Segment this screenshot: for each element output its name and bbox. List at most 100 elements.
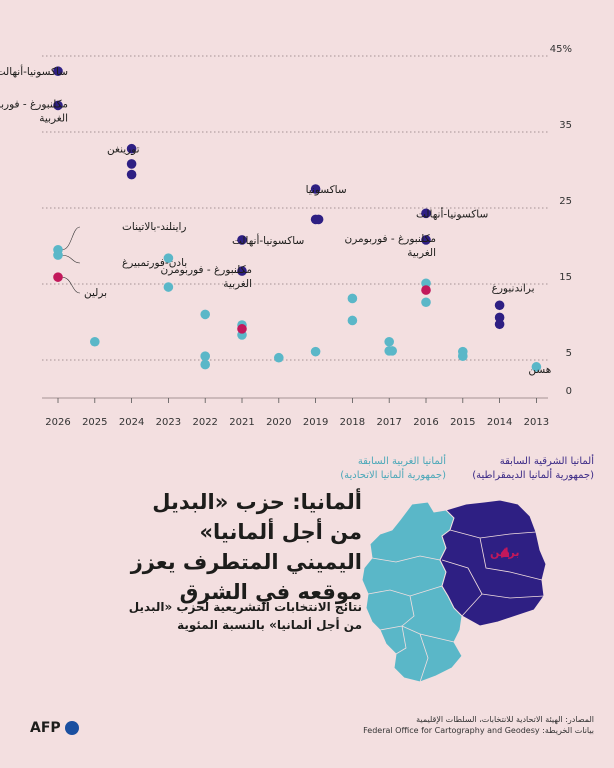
data-point: [347, 293, 358, 304]
x-tick-label: 2014: [487, 417, 512, 428]
page-title: ألمانيا: حزب «البديل من أجل ألمانيا» الي…: [130, 490, 362, 604]
data-point: [387, 346, 398, 356]
data-point: [421, 278, 431, 289]
x-tick-label: 2023: [156, 417, 181, 428]
point-annotation-line2: الغربية: [223, 278, 252, 290]
legend-west-line1: ألمانيا الغربية السابقة: [357, 456, 446, 467]
berlin-map-label: برلين: [490, 546, 520, 559]
point-annotation: مكلنبورغ - فوربومرن: [161, 264, 252, 276]
y-tick-label: 45%: [550, 44, 572, 55]
data-point: [347, 315, 358, 326]
data-point: [531, 362, 542, 372]
data-point: [421, 235, 431, 245]
berlin-icon: [501, 548, 509, 557]
data-point: [53, 250, 63, 260]
x-tick-label: 2016: [413, 417, 438, 428]
x-tick-label: 2015: [450, 417, 475, 428]
data-point: [458, 351, 468, 362]
west-state-borders: [367, 555, 455, 683]
data-point: [237, 324, 247, 334]
point-annotation: برلين: [84, 287, 107, 299]
data-point: [126, 169, 137, 180]
point-annotation: براندنبورغ: [492, 282, 535, 294]
east-state-borders: [441, 529, 545, 617]
data-point: [200, 359, 210, 370]
x-axis-ticks: 2026 2025 2024 2023 2022 2021 2020 2019 2018 2017…: [45, 398, 549, 428]
data-point: [421, 297, 431, 308]
legend-west-line2: (جمهورية ألمانيا الاتحادية): [340, 470, 446, 481]
data-point: [421, 208, 431, 219]
data-point: [274, 352, 284, 363]
x-tick-label: 2017: [376, 417, 401, 428]
x-tick-label: 2019: [303, 417, 328, 428]
data-point: [53, 66, 63, 76]
annotation-connector: [61, 254, 81, 264]
legend-west: ألمانيا الغربية السابقة (جمهورية ألمانيا…: [336, 455, 446, 483]
data-point: [200, 309, 210, 320]
chart-grid: [42, 55, 548, 399]
point-annotation: هسن: [528, 364, 551, 376]
y-tick-label: 25: [559, 196, 572, 207]
source-line1: المصادر: الهيئة الاتحادية للانتخابات، ال…: [416, 715, 594, 724]
x-tick-label: 2013: [524, 417, 549, 428]
point-annotation: مكلنبورغ - فوربومرن: [0, 98, 68, 110]
chart-points: [53, 66, 542, 372]
x-tick-label: 2022: [192, 417, 217, 428]
data-point: [494, 319, 505, 330]
data-point: [53, 272, 63, 282]
annotation-connector: [61, 276, 81, 294]
data-point: [53, 100, 63, 111]
point-annotation: راينلند-بالاتينات: [122, 221, 186, 233]
legend-east-line1: ألمانيا الشرقية السابقة: [499, 456, 594, 467]
x-tick-label: 2021: [229, 417, 254, 428]
x-tick-label: 2024: [119, 417, 144, 428]
scatter-chart: 0 5 15 25 35 45% 2026 2025 2024 2023 2022 2021 2020…: [0, 44, 572, 428]
data-point: [313, 214, 324, 225]
data-point: [421, 285, 431, 295]
east-germany-shape: [439, 499, 547, 627]
point-annotation: ساكسونيا-أنهالت: [416, 206, 488, 220]
y-tick-label: 5: [566, 348, 572, 359]
data-point: [237, 266, 247, 276]
point-annotation-line2: الغربية: [39, 112, 68, 124]
source-line2: بيانات الخريطة: Federal Office for Carto…: [363, 726, 594, 735]
y-tick-label: 35: [559, 120, 572, 131]
afp-logo: AFP: [30, 720, 79, 736]
annotation-connector: [61, 226, 81, 251]
point-annotation: تورينغن: [107, 144, 140, 156]
data-point: [90, 336, 100, 347]
point-annotation: بادن-فورتمبيرغ: [122, 257, 187, 269]
annotation-connectors: [61, 226, 81, 294]
afp-logo-text: AFP: [30, 720, 61, 736]
point-annotation: ساكسونيا-أنهالت: [0, 64, 68, 78]
y-tick-label: 0: [566, 386, 572, 397]
data-point: [126, 143, 137, 154]
point-annotation: ساكسونيا-أنهالت: [232, 233, 304, 247]
data-point: [163, 253, 174, 263]
data-point: [310, 346, 321, 357]
page-subtitle: نتائج الانتخابات التشريعية لحزب «البديل …: [128, 600, 362, 632]
data-point: [163, 282, 174, 292]
x-tick-label: 2020: [266, 417, 291, 428]
data-point: [200, 351, 210, 362]
x-tick-label: 2026: [45, 417, 70, 428]
legend-east-line2: (جمهورية ألمانيا الديمقراطية): [472, 470, 594, 481]
germany-map: برلين: [361, 499, 547, 683]
y-tick-label: 15: [559, 272, 572, 283]
x-tick-label: 2018: [340, 417, 365, 428]
afp-logo-dot-icon: [64, 721, 79, 735]
data-point: [126, 159, 137, 169]
legend-east: ألمانيا الشرقية السابقة (جمهورية ألمانيا…: [454, 455, 594, 483]
point-annotation: مكلنبورغ - فوربومرن: [345, 233, 436, 245]
y-axis-ticks: 0 5 15 25 35 45%: [550, 44, 572, 397]
data-point: [310, 184, 321, 194]
point-annotation-line2: الغربية: [407, 247, 436, 259]
data-point: [384, 336, 395, 347]
x-tick-label: 2025: [82, 417, 107, 428]
data-point: [494, 300, 505, 311]
data-point: [237, 235, 247, 245]
source-note: المصادر: الهيئة الاتحادية للانتخابات، ال…: [214, 714, 594, 736]
data-point: [494, 312, 505, 323]
point-annotation: ساكسونيا: [306, 184, 347, 196]
chart-annotations: ساكسونيا-أنهالت مكلنبورغ - فوربومرن الغربي…: [0, 64, 551, 376]
